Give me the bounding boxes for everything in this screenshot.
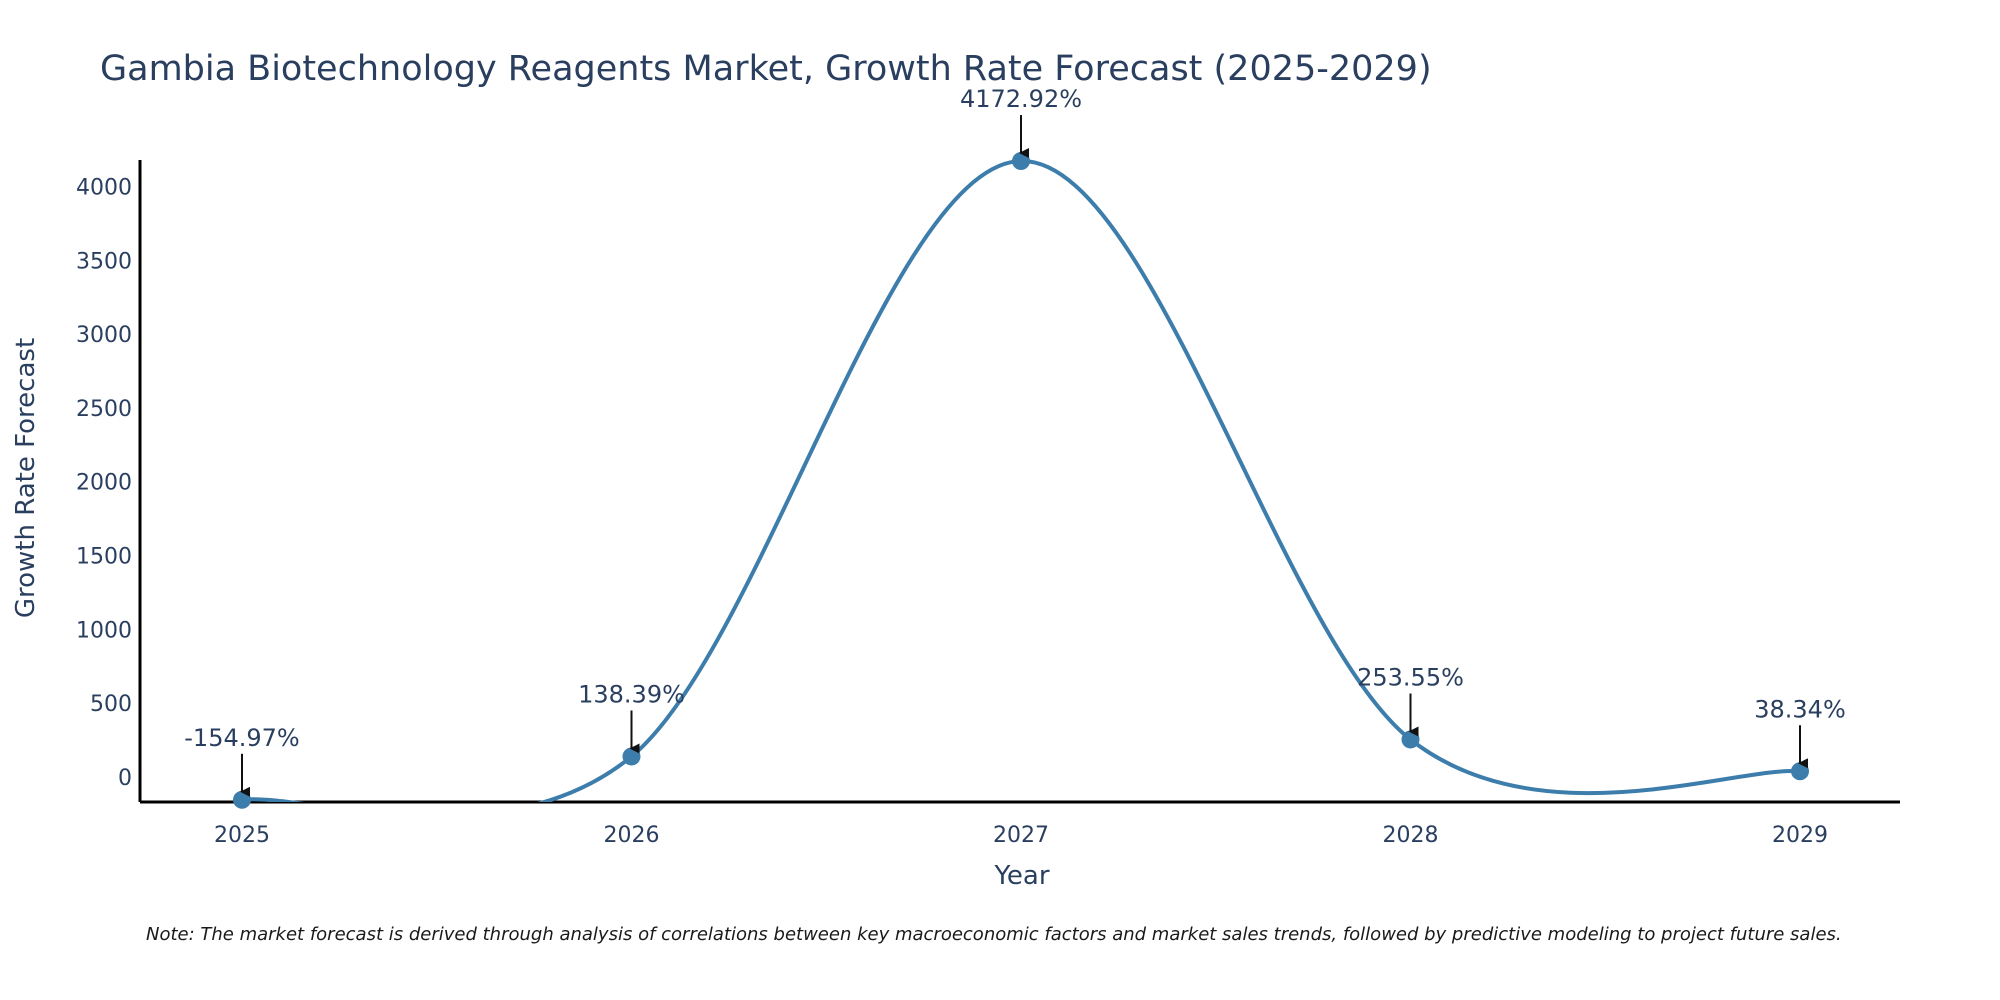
data-label: 253.55% bbox=[1357, 663, 1464, 691]
y-tick-label: 1000 bbox=[76, 618, 132, 643]
x-tick-label: 2027 bbox=[993, 823, 1049, 848]
x-tick-label: 2029 bbox=[1772, 823, 1828, 848]
y-tick-label: 4000 bbox=[76, 176, 132, 201]
series-line bbox=[241, 159, 1801, 802]
y-tick-label: 500 bbox=[90, 692, 132, 717]
x-tick-label: 2028 bbox=[1383, 823, 1439, 848]
y-tick-label: 2500 bbox=[76, 397, 132, 422]
data-label: -154.97% bbox=[184, 724, 299, 752]
footnote: Note: The market forecast is derived thr… bbox=[146, 924, 1842, 945]
chart-title: Gambia Biotechnology Reagents Market, Gr… bbox=[100, 49, 1432, 89]
y-tick-label: 0 bbox=[118, 766, 132, 791]
data-point bbox=[1401, 730, 1420, 749]
data-label: 138.39% bbox=[578, 680, 685, 708]
x-tick-label: 2026 bbox=[604, 823, 660, 848]
x-axis-title: Year bbox=[993, 861, 1049, 891]
data-point bbox=[1791, 762, 1809, 781]
data-point bbox=[233, 790, 251, 809]
y-tick-label: 3000 bbox=[76, 323, 132, 348]
data-point bbox=[1012, 152, 1030, 171]
x-tick-label: 2025 bbox=[214, 823, 270, 848]
y-tick-label: 3500 bbox=[76, 249, 132, 274]
data-label: 4172.92% bbox=[960, 85, 1082, 113]
y-tick-label: 1500 bbox=[76, 545, 132, 570]
data-point bbox=[622, 747, 641, 766]
data-label: 38.34% bbox=[1754, 695, 1846, 723]
y-axis-title: Growth Rate Forecast bbox=[11, 338, 41, 618]
plot-area: 0 500 1000 1500 2000 2500 3000 3500 4000 2025 2026… bbox=[76, 85, 1900, 848]
y-tick-label: 2000 bbox=[76, 471, 132, 496]
